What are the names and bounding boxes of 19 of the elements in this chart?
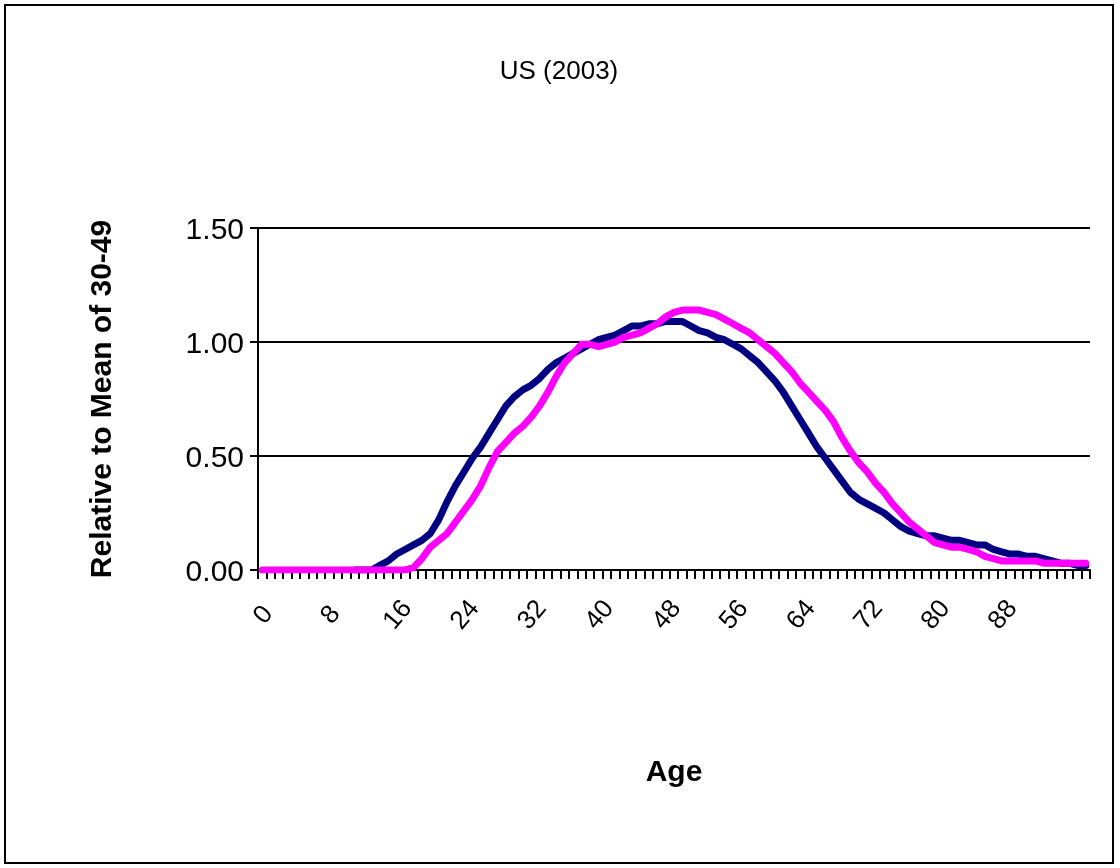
x-tick-label: 8	[313, 598, 346, 630]
y-tick-label: 0.00	[185, 553, 244, 587]
y-axis-title: Relative to Mean of 30-49	[83, 219, 117, 579]
x-tick-label: 48	[644, 593, 687, 635]
x-tick-label: 16	[375, 593, 418, 635]
y-tick-label: 0.50	[185, 439, 244, 473]
x-tick-label: 56	[712, 593, 754, 635]
x-tick-label: 24	[443, 593, 485, 635]
chart-title: US (2003)	[499, 55, 619, 85]
x-tick-label: 0	[246, 598, 279, 630]
x-tick-label: 88	[980, 593, 1023, 635]
x-tick-label: 80	[913, 593, 956, 635]
x-tick-label: 32	[510, 593, 552, 635]
x-tick-label: 64	[779, 593, 821, 635]
y-tick-label: 1.00	[185, 325, 244, 359]
x-tick-label: 72	[846, 593, 889, 635]
x-axis-title: Age	[645, 753, 703, 787]
y-tick-label: 1.50	[185, 211, 244, 245]
x-tick-label: 40	[577, 593, 620, 635]
